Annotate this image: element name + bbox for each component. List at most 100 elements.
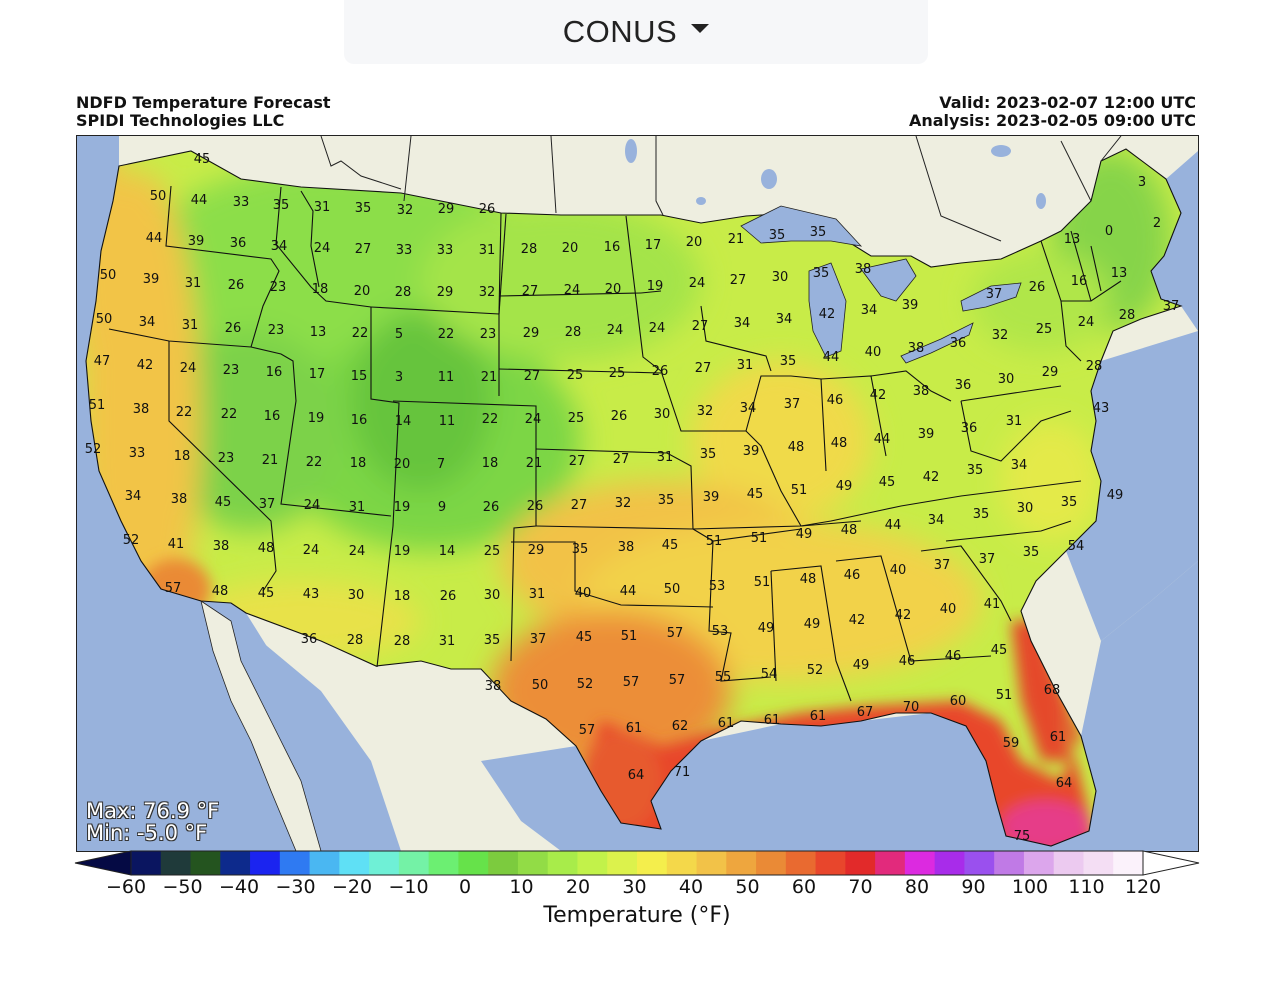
map-value-label: 13 bbox=[1111, 266, 1128, 281]
map-value-label: 40 bbox=[940, 602, 957, 617]
map-value-label: 24 bbox=[349, 544, 366, 559]
map-value-label: 31 bbox=[185, 276, 202, 291]
map-value-label: 20 bbox=[605, 282, 622, 297]
map-value-label: 11 bbox=[439, 414, 456, 429]
map-value-label: 16 bbox=[1071, 274, 1088, 289]
gulf-of-california bbox=[231, 641, 401, 851]
colorbar-tick-label: −10 bbox=[388, 876, 429, 898]
map-value-label: 27 bbox=[692, 319, 709, 334]
colorbar-cell bbox=[964, 851, 995, 875]
colorbar-cell bbox=[1083, 851, 1114, 875]
state-boundaries bbox=[108, 185, 1122, 702]
map-value-label: 54 bbox=[1068, 539, 1085, 554]
map-value-label: 14 bbox=[439, 544, 456, 559]
colorbar-tick-label: 90 bbox=[961, 876, 986, 898]
colorbar-frame bbox=[130, 850, 1144, 876]
map-value-label: 16 bbox=[604, 240, 621, 255]
map-value-label: 19 bbox=[308, 411, 325, 426]
map-value-label: 39 bbox=[188, 234, 205, 249]
colorbar-cell bbox=[994, 851, 1025, 875]
map-value-label: 25 bbox=[484, 544, 501, 559]
colorbar-cell bbox=[220, 851, 251, 875]
map-value-label: 9 bbox=[438, 500, 446, 515]
map-value-label: 31 bbox=[479, 243, 496, 258]
map-value-label: 19 bbox=[394, 544, 411, 559]
colorbar-cell bbox=[428, 851, 460, 875]
map-value-label: 15 bbox=[351, 369, 368, 384]
colorbar-tick-label: 110 bbox=[1068, 876, 1105, 898]
colorbar-cell bbox=[815, 851, 846, 875]
colorbar-tick-label: −60 bbox=[105, 876, 147, 898]
map-value-label: 67 bbox=[857, 705, 874, 720]
map-value-label: 42 bbox=[895, 608, 912, 623]
map-value-label: 48 bbox=[831, 436, 848, 451]
map-value-label: 53 bbox=[712, 624, 729, 639]
map-value-label: 14 bbox=[395, 414, 412, 429]
colorbar-cell bbox=[250, 851, 281, 875]
map-value-label: 45 bbox=[258, 586, 275, 601]
map-value-label: 25 bbox=[568, 411, 585, 426]
pacific-ocean bbox=[77, 136, 361, 851]
map-value-label: 27 bbox=[613, 452, 630, 467]
colorbar-tick-label: 60 bbox=[791, 876, 817, 898]
map-value-label: 16 bbox=[264, 409, 281, 424]
map-value-label: 2 bbox=[1153, 216, 1161, 231]
colorbar-cell bbox=[458, 851, 489, 875]
map-value-label: 29 bbox=[528, 543, 545, 558]
map-value-label: 26 bbox=[652, 364, 669, 379]
colorbar-tick-label: −50 bbox=[162, 876, 203, 898]
colorbar-over-arrow bbox=[1142, 850, 1200, 876]
map-value-label: 36 bbox=[230, 236, 247, 251]
map-value-label: 35 bbox=[658, 493, 675, 508]
map-value-label: 40 bbox=[575, 586, 592, 601]
map-value-label: 41 bbox=[168, 537, 185, 552]
map-time-block: Valid: 2023-02-07 12:00 UTC Analysis: 20… bbox=[909, 94, 1196, 130]
map-value-label: 19 bbox=[394, 500, 411, 515]
colorbar-cell bbox=[934, 851, 966, 875]
map-value-label: 32 bbox=[615, 496, 632, 511]
map-value-label: 36 bbox=[950, 336, 967, 351]
map-value-label: 22 bbox=[482, 412, 499, 427]
map-value-label: 30 bbox=[348, 588, 365, 603]
map-value-label: 48 bbox=[800, 572, 817, 587]
map-value-label: 48 bbox=[841, 523, 858, 538]
max-value: Max: 76.9 °F bbox=[86, 799, 220, 823]
colorbar-under-arrow bbox=[74, 850, 132, 876]
map-value-label: 41 bbox=[984, 597, 1001, 612]
map-value-label: 49 bbox=[804, 617, 821, 632]
map-value-label: 32 bbox=[479, 285, 496, 300]
map-value-label: 11 bbox=[438, 370, 455, 385]
colorbar-cell bbox=[607, 851, 638, 875]
map-value-label: 31 bbox=[657, 450, 674, 465]
map-value-label: 28 bbox=[347, 633, 364, 648]
map-value-label: 75 bbox=[1014, 829, 1031, 844]
map-value-label: 28 bbox=[395, 285, 412, 300]
map-value-label: 34 bbox=[139, 315, 156, 330]
colorbar-cell bbox=[666, 851, 698, 875]
map-value-label: 46 bbox=[945, 649, 962, 664]
map-value-label: 25 bbox=[567, 368, 584, 383]
map-value-label: 35 bbox=[967, 463, 984, 478]
colorbar-cell bbox=[279, 851, 311, 875]
map-value-label: 38 bbox=[855, 262, 872, 277]
map-value-label: 35 bbox=[1023, 545, 1040, 560]
colorbar-cell bbox=[160, 851, 192, 875]
map-value-label: 35 bbox=[780, 354, 797, 369]
region-select[interactable]: CONUS bbox=[344, 0, 928, 64]
map-value-label: 45 bbox=[194, 152, 211, 167]
valid-time: Valid: 2023-02-07 12:00 UTC bbox=[939, 93, 1196, 112]
map-value-label: 24 bbox=[607, 323, 624, 338]
map-value-label: 18 bbox=[350, 456, 367, 471]
map-value-label: 34 bbox=[861, 303, 878, 318]
map-value-label: 60 bbox=[950, 694, 967, 709]
atlantic-ocean bbox=[1066, 331, 1198, 641]
map-value-label: 61 bbox=[626, 721, 643, 736]
map-value-label: 19 bbox=[647, 279, 664, 294]
map-value-label: 51 bbox=[754, 575, 771, 590]
map-value-label: 27 bbox=[524, 369, 541, 384]
map-value-label: 43 bbox=[1093, 401, 1110, 416]
map-value-label: 32 bbox=[697, 404, 714, 419]
map-value-label: 7 bbox=[437, 457, 445, 472]
map-value-label: 20 bbox=[562, 241, 579, 256]
